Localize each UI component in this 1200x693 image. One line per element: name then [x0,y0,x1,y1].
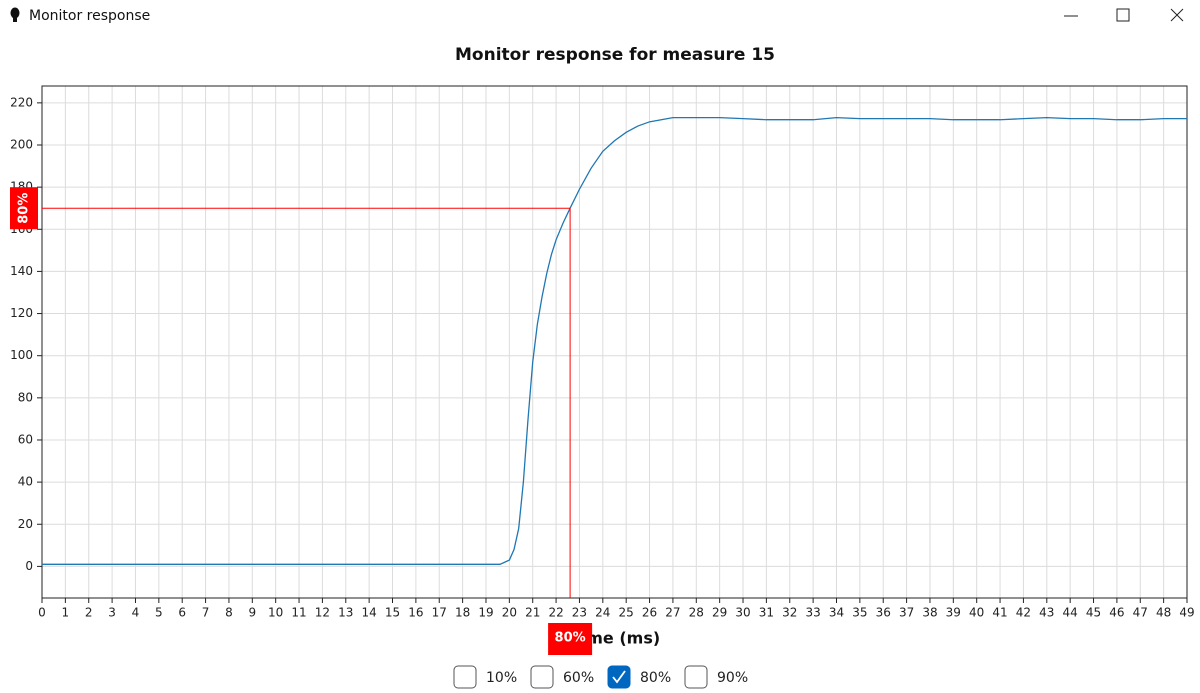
y-tick-label: 120 [10,306,33,320]
x-tick-label: 11 [291,606,306,620]
x-tick-label: 17 [432,606,447,620]
x-tick-label: 30 [735,606,750,620]
x-tick-label: 4 [132,606,140,620]
x-tick-label: 29 [712,606,727,620]
x-tick-label: 24 [595,606,610,620]
x-tick-label: 5 [155,606,163,620]
checkbox-check [612,670,626,684]
y-tick-label: 40 [18,475,33,489]
x-tick-label: 42 [1016,606,1031,620]
x-tick-label: 35 [852,606,867,620]
x-tick-label: 37 [899,606,914,620]
x-tick-label: 15 [385,606,400,620]
checkbox-row: 10% 60% 80% 90% [453,665,748,689]
y-tick-label: 80 [18,390,33,404]
x-tick-label: 47 [1133,606,1148,620]
plot-border [41,85,1188,599]
checkbox[interactable]: 60% [530,665,594,689]
checkbox-box[interactable] [684,665,708,689]
checkbox-box[interactable] [530,665,554,689]
x-tick-label: 14 [362,606,377,620]
x-tick-label: 0 [38,606,46,620]
x-tick-label: 25 [619,606,634,620]
y-tick-label: 0 [25,559,33,573]
checkbox[interactable]: 10% [453,665,517,689]
x-tick-label: 43 [1039,606,1054,620]
marker-overlay: 80% 80% [10,187,593,655]
x-tick-label: 28 [689,606,704,620]
plot: 0 1 2 3 4 5 6 7 8 9 10 11 12 13 14 15 16 17 18 19 20 21 22 23 24… [10,85,1195,620]
marker-y-badge [10,187,38,230]
x-tick-label: 3 [108,606,116,620]
x-tick-label: 7 [202,606,210,620]
checkbox-box[interactable] [607,665,631,689]
x-tick-label: 41 [992,606,1007,620]
y-tick-label: 60 [18,432,33,446]
app-icon [10,7,20,22]
x-tick-label: 10 [268,606,283,620]
x-tick-label: 26 [642,606,657,620]
checkbox-box[interactable] [453,665,477,689]
y-tick-label: 140 [10,264,33,278]
x-tick-label: 6 [178,606,186,620]
x-tick-label: 21 [525,606,540,620]
x-tick-label: 16 [408,606,423,620]
x-tick-label: 36 [876,606,891,620]
x-tick-label: 1 [62,606,70,620]
x-tick-label: 27 [665,606,680,620]
x-tick-label: 20 [502,606,517,620]
data-line [42,116,1187,565]
y-tick-label: 20 [18,517,33,531]
y-tick-label: 200 [10,137,33,151]
x-tick-label: 44 [1063,606,1078,620]
x-tick-label: 49 [1179,606,1194,620]
y-tick-label: 100 [10,348,33,362]
checkbox[interactable]: 80% [607,665,671,689]
x-tick-label: 40 [969,606,984,620]
close-button[interactable] [1170,8,1184,22]
checkbox-label[interactable]: 10% [486,670,517,686]
x-tick-label: 32 [782,606,797,620]
x-tick-label: 33 [805,606,820,620]
checkbox-label[interactable]: 60% [563,670,594,686]
marker-x-badge [548,623,593,655]
x-tick-label: 39 [946,606,961,620]
x-tick-label: 34 [829,606,844,620]
x-tick-label: 18 [455,606,470,620]
x-tick-label: 48 [1156,606,1171,620]
maximize-button[interactable] [1116,8,1130,22]
x-tick-label: 9 [248,606,256,620]
checkbox-label[interactable]: 80% [640,670,671,686]
x-tick-label: 23 [572,606,587,620]
checkbox-label[interactable]: 90% [717,670,748,686]
x-tick-label: 8 [225,606,233,620]
x-tick-label: 2 [85,606,93,620]
checkbox[interactable]: 90% [684,665,748,689]
marker-x-label: 80% [555,631,586,646]
chart-title: Monitor response for measure 15 [455,45,775,65]
y-tick-label: 220 [10,95,33,109]
x-tick-label: 31 [759,606,774,620]
x-axis-label: Time (ms) [570,629,660,648]
x-tick-label: 13 [338,606,353,620]
x-tick-label: 38 [922,606,937,620]
x-tick-label: 19 [478,606,493,620]
x-tick-label: 12 [315,606,330,620]
window-title: Monitor response [29,8,150,24]
x-tick-label: 22 [548,606,563,620]
x-tick-label: 46 [1109,606,1124,620]
marker-y-label: 80% [17,193,32,224]
x-tick-label: 45 [1086,606,1101,620]
